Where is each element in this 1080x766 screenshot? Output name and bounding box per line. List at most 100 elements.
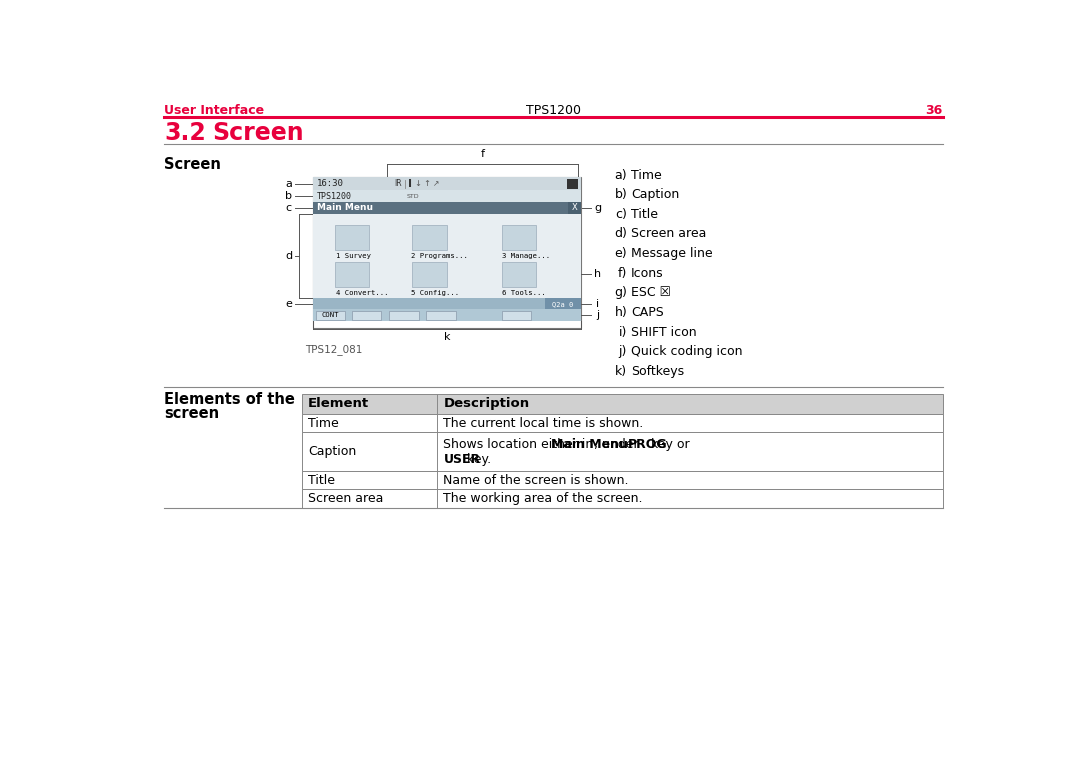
Text: 4 Convert...: 4 Convert... xyxy=(337,290,389,296)
Text: SHIFT icon: SHIFT icon xyxy=(631,326,697,339)
Text: Title: Title xyxy=(631,208,658,221)
Bar xyxy=(427,310,456,320)
Text: c): c) xyxy=(616,208,627,221)
Text: i): i) xyxy=(619,326,627,339)
Text: d: d xyxy=(285,251,292,261)
Bar xyxy=(313,191,581,202)
Text: I: I xyxy=(408,179,411,189)
Text: The working area of the screen.: The working area of the screen. xyxy=(444,492,643,505)
Text: Quick coding icon: Quick coding icon xyxy=(631,345,743,358)
Text: Softkeys: Softkeys xyxy=(631,365,684,378)
Text: STD: STD xyxy=(406,194,419,198)
Text: , under: , under xyxy=(594,438,643,451)
Text: ↓: ↓ xyxy=(414,179,421,188)
Bar xyxy=(389,310,419,320)
Text: CONT: CONT xyxy=(322,313,339,318)
Text: h): h) xyxy=(615,306,627,319)
Text: ↗: ↗ xyxy=(433,179,438,188)
Text: Element: Element xyxy=(308,398,369,411)
Text: i: i xyxy=(596,299,599,309)
Bar xyxy=(335,262,369,286)
Bar xyxy=(313,202,581,214)
Text: g): g) xyxy=(615,286,627,300)
Bar xyxy=(301,414,943,432)
Bar xyxy=(315,310,345,320)
Bar xyxy=(352,310,381,320)
Text: a): a) xyxy=(615,169,627,182)
Text: 3.2: 3.2 xyxy=(164,121,206,145)
Text: 16:30: 16:30 xyxy=(318,179,345,188)
Text: 2 Programs...: 2 Programs... xyxy=(410,253,468,259)
Bar xyxy=(313,178,581,328)
Text: Icons: Icons xyxy=(631,267,663,280)
Text: PROG: PROG xyxy=(629,438,667,451)
Text: screen: screen xyxy=(164,406,219,421)
Bar xyxy=(335,225,369,250)
Text: Time: Time xyxy=(308,417,338,430)
Text: 5 Config...: 5 Config... xyxy=(410,290,459,296)
Text: h: h xyxy=(594,270,602,280)
Text: a: a xyxy=(285,179,292,189)
Bar xyxy=(313,309,581,322)
Text: TPS1200: TPS1200 xyxy=(318,192,352,201)
Text: X: X xyxy=(571,203,578,212)
Text: g: g xyxy=(594,203,602,213)
Text: Name of the screen is shown.: Name of the screen is shown. xyxy=(444,473,629,486)
Text: CAPS: CAPS xyxy=(631,306,664,319)
Text: ↑: ↑ xyxy=(423,179,430,188)
Text: 1 Survey: 1 Survey xyxy=(337,253,372,259)
Text: Title: Title xyxy=(308,473,335,486)
Text: User Interface: User Interface xyxy=(164,104,265,117)
Text: b: b xyxy=(285,192,292,201)
Text: b): b) xyxy=(615,188,627,201)
Text: TPS1200: TPS1200 xyxy=(526,104,581,117)
Bar xyxy=(501,310,531,320)
Text: ESC ☒: ESC ☒ xyxy=(631,286,671,300)
Text: Screen: Screen xyxy=(164,157,221,172)
Text: 36: 36 xyxy=(926,104,943,117)
Text: e: e xyxy=(285,299,292,309)
Text: Caption: Caption xyxy=(631,188,679,201)
Text: Message line: Message line xyxy=(631,247,713,260)
Bar xyxy=(567,179,578,189)
Text: Elements of the: Elements of the xyxy=(164,391,295,407)
Text: Screen: Screen xyxy=(213,121,305,145)
Text: d): d) xyxy=(615,228,627,241)
Text: key.: key. xyxy=(462,453,490,466)
Text: 3 Manage...: 3 Manage... xyxy=(502,253,551,259)
Bar xyxy=(545,298,581,309)
Bar xyxy=(568,202,581,214)
Text: Q2a 0: Q2a 0 xyxy=(552,301,573,306)
Text: j: j xyxy=(596,310,599,320)
Text: e): e) xyxy=(615,247,627,260)
Text: k: k xyxy=(444,332,450,342)
Text: TPS12_081: TPS12_081 xyxy=(306,345,363,355)
Bar xyxy=(413,262,446,286)
Text: Caption: Caption xyxy=(308,445,356,458)
Text: Main Menu: Main Menu xyxy=(318,203,373,212)
Text: The current local time is shown.: The current local time is shown. xyxy=(444,417,644,430)
Text: Description: Description xyxy=(444,398,529,411)
Text: Screen area: Screen area xyxy=(631,228,706,241)
Text: f): f) xyxy=(618,267,627,280)
Bar xyxy=(501,262,536,286)
Text: k): k) xyxy=(615,365,627,378)
Bar xyxy=(301,489,943,508)
Text: USER: USER xyxy=(444,453,481,466)
Bar xyxy=(313,214,581,298)
Text: Shows location either in: Shows location either in xyxy=(444,438,597,451)
Text: key or: key or xyxy=(647,438,690,451)
Bar xyxy=(313,178,581,191)
Text: Time: Time xyxy=(631,169,662,182)
Bar xyxy=(301,394,943,414)
Bar xyxy=(301,471,943,489)
Text: Screen area: Screen area xyxy=(308,492,383,505)
Text: IR: IR xyxy=(394,179,402,188)
Text: j): j) xyxy=(619,345,627,358)
Text: 6 Tools...: 6 Tools... xyxy=(502,290,546,296)
Bar xyxy=(301,432,943,471)
Text: f: f xyxy=(481,149,485,159)
Text: Main Menu: Main Menu xyxy=(551,438,627,451)
Bar xyxy=(501,225,536,250)
Bar xyxy=(313,298,581,309)
